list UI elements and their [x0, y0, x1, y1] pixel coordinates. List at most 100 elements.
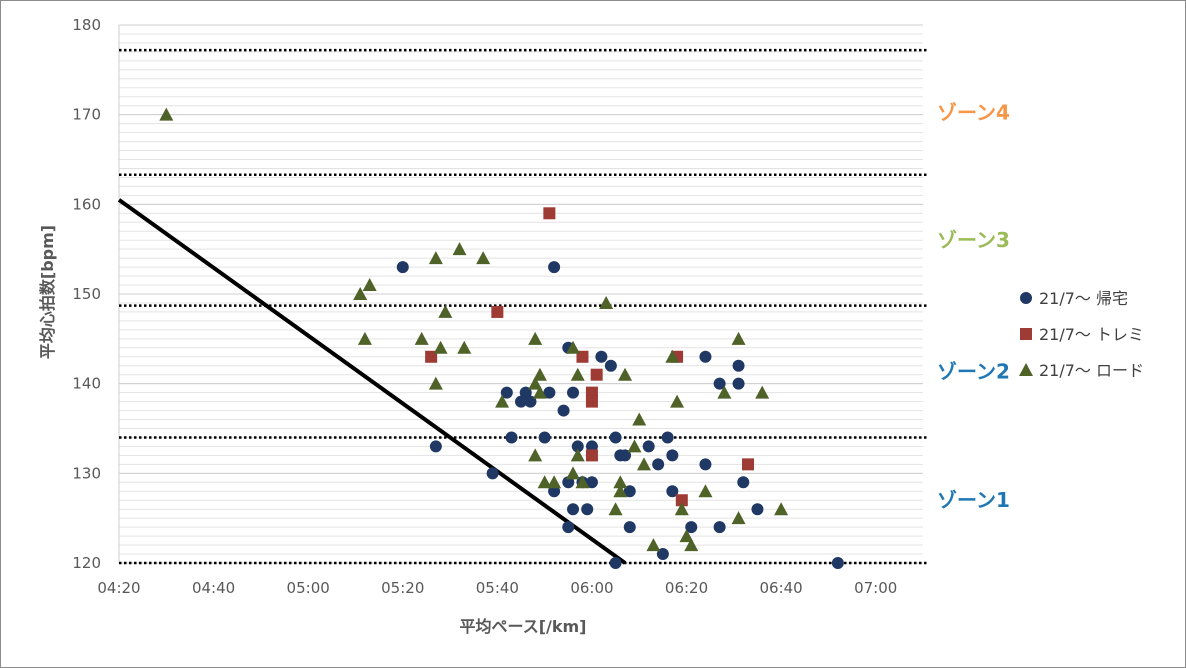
data-point-circle [699, 458, 712, 471]
zone-boundary-lines [119, 48, 929, 565]
data-point-triangle [353, 287, 368, 300]
data-point-square [585, 395, 598, 408]
data-point-circle [609, 431, 622, 444]
zone-label: ゾーン1 [937, 488, 1010, 512]
data-point-triangle [665, 349, 680, 363]
data-point-circle [642, 440, 655, 453]
data-point-triangle [566, 466, 581, 480]
data-point-triangle [774, 502, 789, 516]
data-point-triangle [438, 304, 453, 318]
x-axis-title: 平均ペース[/km] [460, 617, 587, 636]
data-point-triangle [570, 367, 585, 381]
data-point-circle [666, 449, 679, 462]
data-point-triangle [636, 457, 651, 471]
y-tick-label: 140 [72, 375, 101, 393]
data-point-square [543, 207, 556, 220]
data-point-square [675, 494, 688, 507]
data-point-circle [581, 503, 594, 516]
data-point-circle [396, 261, 409, 274]
data-point-triangle [674, 502, 689, 516]
data-point-triangle [698, 484, 713, 498]
y-tick-label: 180 [72, 16, 101, 34]
zone-labels: ゾーン1 ゾーン2 ゾーン3 ゾーン4 [937, 100, 1010, 512]
data-point-triangle [679, 529, 694, 543]
data-point-circle [505, 431, 518, 444]
data-point-circle [652, 458, 665, 471]
data-point-circle [486, 467, 499, 480]
legend-marker [1019, 363, 1033, 376]
x-tick-label: 04:20 [97, 579, 140, 597]
major-gridlines [118, 24, 923, 564]
y-tick-label: 130 [72, 464, 101, 482]
y-axis-ticks: 120 130 140 150 160 170 180 [72, 16, 101, 572]
data-points [159, 107, 844, 569]
y-tick-label: 120 [72, 554, 101, 572]
data-point-circle [429, 440, 442, 453]
data-point-triangle [547, 475, 562, 489]
data-point-triangle [452, 242, 467, 256]
data-point-triangle [414, 331, 429, 345]
legend-label: 21/7〜 帰宅 [1039, 289, 1128, 308]
legend: 21/7〜 帰宅 21/7〜 トレミ 21/7〜 ロード [1019, 289, 1144, 380]
data-point-circle [831, 557, 844, 569]
data-point-square [742, 458, 755, 471]
threshold-line-group [117, 198, 627, 565]
data-point-circle [543, 386, 556, 399]
data-point-triangle [684, 538, 699, 552]
data-point-triangle [627, 439, 642, 453]
data-point-triangle [755, 385, 770, 399]
data-point-triangle [632, 412, 647, 426]
data-point-circle [661, 431, 674, 444]
data-point-circle [685, 521, 698, 534]
data-point-triangle [608, 502, 623, 516]
data-point-triangle [613, 475, 628, 489]
data-point-triangle [646, 538, 661, 552]
data-point-triangle [362, 278, 377, 292]
data-point-circle [751, 503, 764, 516]
data-point-square [590, 368, 603, 381]
y-axis-title: 平均心拍数[bpm] [38, 225, 57, 359]
data-point-triangle [528, 331, 543, 345]
zone-label: ゾーン2 [937, 360, 1010, 384]
data-point-triangle [717, 385, 732, 399]
zone-label: ゾーン3 [937, 228, 1010, 252]
x-tick-label: 06:00 [570, 579, 613, 597]
data-point-triangle [532, 367, 547, 381]
data-point-triangle [428, 376, 443, 390]
data-point-circle [500, 386, 513, 399]
data-point-triangle [537, 475, 552, 489]
legend-label: 21/7〜 トレミ [1039, 325, 1144, 344]
data-point-circle [548, 261, 561, 274]
data-point-circle [567, 386, 580, 399]
data-point-triangle [618, 367, 633, 381]
data-point-circle [623, 521, 636, 534]
x-tick-label: 05:00 [287, 579, 330, 597]
data-point-triangle [575, 475, 590, 489]
data-point-circle [571, 440, 584, 453]
data-point-triangle [528, 376, 543, 390]
data-point-circle [737, 476, 750, 489]
data-point-triangle [476, 251, 491, 265]
data-point-square [585, 449, 598, 462]
x-tick-label: 04:40 [192, 579, 235, 597]
data-point-triangle [670, 394, 685, 408]
data-point-circle [562, 521, 575, 534]
x-tick-label: 05:20 [381, 579, 424, 597]
data-point-triangle [433, 340, 448, 354]
data-point-triangle [570, 448, 585, 462]
data-point-circle [713, 377, 726, 390]
data-point-triangle [159, 107, 174, 121]
data-point-triangle [599, 295, 614, 309]
zone-label: ゾーン4 [937, 100, 1010, 124]
legend-label: 21/7〜 ロード [1039, 361, 1144, 380]
y-tick-label: 150 [72, 285, 101, 303]
x-tick-label: 07:00 [854, 579, 897, 597]
y-tick-label: 170 [72, 106, 101, 124]
data-point-circle [604, 359, 617, 372]
data-point-circle [557, 404, 570, 417]
y-tick-label: 160 [72, 195, 101, 213]
x-tick-label: 06:20 [665, 579, 708, 597]
data-point-circle [515, 395, 527, 408]
